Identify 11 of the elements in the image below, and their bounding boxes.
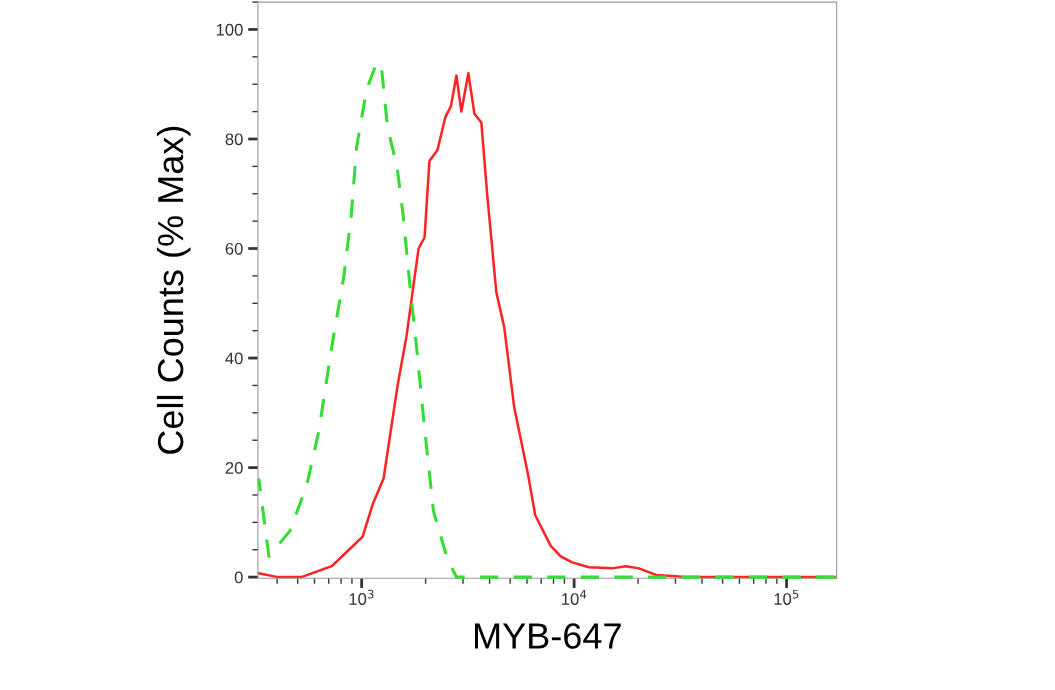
x-tick-label: 10$^{3}$: [349, 589, 374, 605]
x-tick-label: 10$^{5}$: [774, 589, 799, 605]
y-tick-label: 20: [225, 461, 243, 474]
y-axis-title: Cell Counts (% Max): [156, 126, 191, 454]
y-tick-label: 40: [225, 352, 243, 365]
x-tick-label: 10$^{4}$: [562, 589, 587, 605]
y-tick-label: 80: [225, 133, 243, 146]
y-tick-label: 100: [216, 23, 243, 36]
x-axis-title: MYB-647: [474, 623, 621, 649]
y-tick-label: 0: [234, 571, 243, 584]
y-tick-label: 60: [225, 242, 243, 255]
